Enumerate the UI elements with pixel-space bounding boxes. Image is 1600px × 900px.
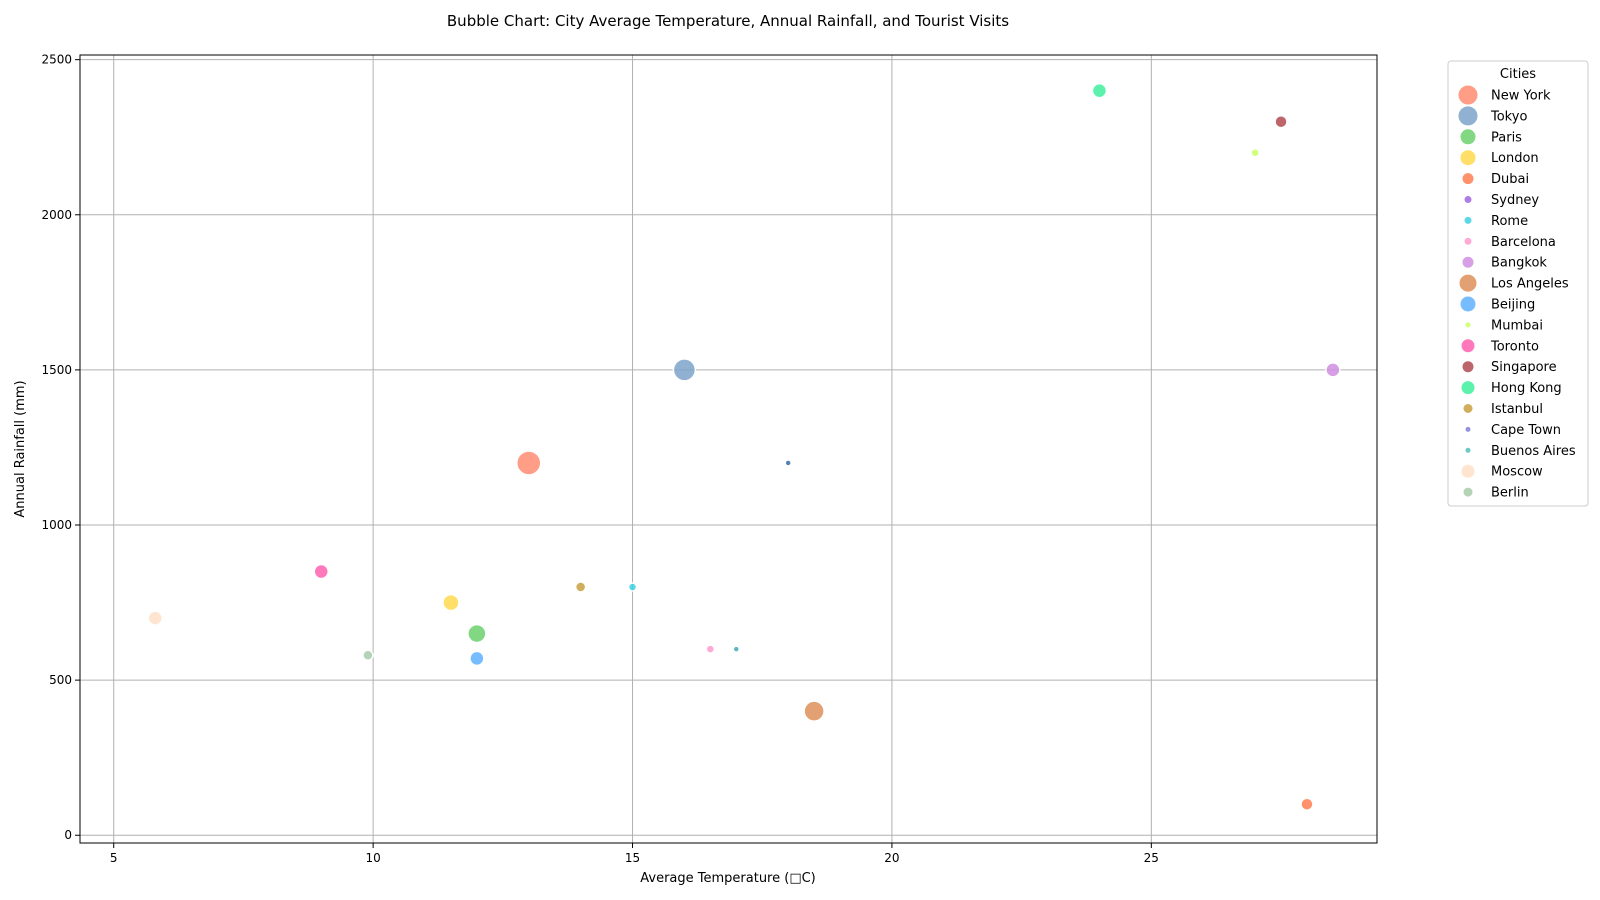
bubble-berlin: [362, 649, 374, 662]
y-axis-ticks: 0 500 1000 1500 2000 2500: [41, 53, 80, 842]
bubble-beijing: [469, 650, 485, 667]
y-tick-label: 1500: [41, 363, 72, 377]
bubble-buenos-aires: [732, 645, 741, 653]
x-tick-label: 15: [625, 851, 640, 865]
legend-label: Paris: [1491, 130, 1522, 145]
legend-label: Berlin: [1491, 486, 1529, 501]
legend-label: Tokyo: [1490, 109, 1527, 124]
x-tick-label: 10: [365, 851, 380, 865]
legend-marker: [1463, 236, 1473, 246]
x-axis-ticks: 5 10 15 20 25: [110, 843, 1159, 865]
legend-marker: [1463, 215, 1473, 225]
bubbles: [147, 82, 1341, 811]
bubble-toronto: [313, 563, 329, 580]
x-axis-label: Average Temperature (□C): [640, 871, 816, 886]
y-tick-label: 500: [49, 673, 72, 687]
legend-items: New York Tokyo Paris London Dubai Sydney Rome B…: [1457, 84, 1576, 501]
legend-label: Singapore: [1491, 360, 1557, 375]
legend-marker: [1460, 380, 1476, 396]
bubble-moscow: [147, 610, 163, 626]
bubble-barcelona: [705, 644, 716, 654]
bubble-new-york: [516, 450, 542, 476]
plot-area-frame: [79, 54, 1378, 844]
legend-marker: [1461, 255, 1475, 269]
bubble-singapore: [1274, 114, 1288, 129]
legend-marker: [1459, 149, 1477, 167]
legend-marker: [1460, 463, 1476, 479]
legend-label: Sydney: [1491, 193, 1539, 208]
legend-label: London: [1491, 151, 1539, 166]
legend-label: New York: [1491, 89, 1551, 104]
legend-marker: [1457, 84, 1479, 106]
legend-label: Moscow: [1491, 465, 1543, 480]
x-tick-label: 20: [884, 851, 899, 865]
bubble-istanbul: [574, 581, 587, 593]
legend-label: Buenos Aires: [1491, 444, 1576, 459]
bubble-mumbai: [1250, 147, 1260, 158]
bubble-paris: [467, 623, 487, 644]
y-tick-label: 2500: [41, 53, 72, 67]
legend-marker: [1459, 128, 1477, 146]
legend-label: Hong Kong: [1491, 381, 1562, 396]
legend-label: Beijing: [1491, 298, 1535, 313]
legend: Cities New York Tokyo Paris London Dubai Sydn…: [1447, 60, 1589, 507]
legend-marker: [1461, 360, 1475, 374]
legend-marker: [1463, 195, 1473, 204]
legend-label: Bangkok: [1491, 256, 1547, 271]
legend-label: Dubai: [1491, 172, 1529, 187]
legend-marker: [1464, 425, 1472, 433]
legend-marker: [1459, 295, 1477, 313]
legend-frame: [1447, 60, 1589, 507]
legend-label: Cape Town: [1491, 423, 1561, 438]
legend-marker: [1460, 338, 1476, 354]
legend-label: Los Angeles: [1491, 277, 1569, 292]
chart-title: Bubble Chart: City Average Temperature, …: [447, 12, 1009, 30]
bubble-dubai: [1300, 797, 1314, 811]
bubble-bangkok: [1325, 362, 1341, 378]
legend-marker: [1462, 486, 1474, 498]
legend-label: Barcelona: [1491, 235, 1556, 250]
legend-label: Toronto: [1490, 339, 1539, 354]
y-axis-label: Annual Rainfall (mm): [13, 380, 28, 517]
legend-marker: [1461, 172, 1475, 186]
bubble-london: [442, 593, 460, 612]
legend-label: Istanbul: [1491, 402, 1543, 417]
legend-marker: [1462, 403, 1474, 414]
legend-marker: [1458, 273, 1478, 293]
x-tick-label: 5: [110, 851, 118, 865]
legend-title: Cities: [1500, 67, 1536, 82]
y-tick-label: 2000: [41, 208, 72, 222]
grid: [80, 55, 1377, 843]
legend-marker: [1464, 321, 1472, 329]
y-tick-label: 0: [64, 828, 72, 842]
x-tick-label: 25: [1144, 851, 1159, 865]
bubble-tokyo: [672, 358, 697, 382]
bubble-rome: [627, 582, 638, 592]
bubble-hong-kong: [1091, 82, 1108, 99]
legend-marker: [1464, 446, 1472, 454]
y-tick-label: 1000: [41, 518, 72, 532]
bubble-los-angeles: [803, 700, 825, 722]
legend-marker: [1457, 105, 1479, 127]
bubble-cape-town: [784, 459, 792, 467]
legend-label: Rome: [1491, 214, 1528, 229]
legend-label: Mumbai: [1491, 318, 1543, 333]
